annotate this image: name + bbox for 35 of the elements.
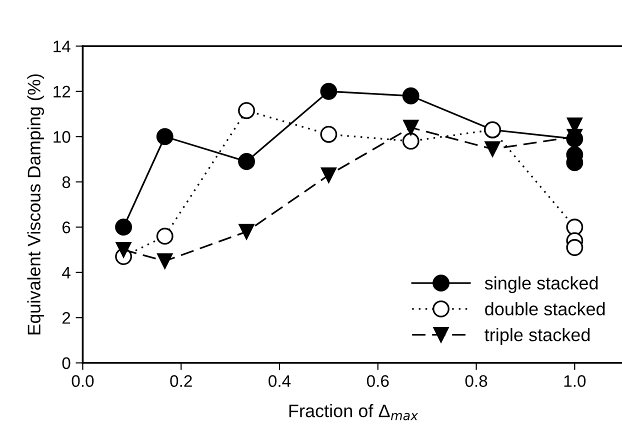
- point: [402, 87, 420, 104]
- point: [115, 218, 132, 236]
- y-tick-label: 8: [62, 176, 70, 188]
- x-tick-label: 1.0: [564, 375, 586, 387]
- x-tick-label: 0.8: [465, 375, 488, 387]
- y-tick-label: 4: [62, 266, 70, 278]
- point: [402, 132, 420, 150]
- point: [320, 167, 336, 183]
- point: [320, 82, 338, 100]
- point: [403, 120, 419, 136]
- y-tick-label: 12: [54, 86, 70, 98]
- point: [157, 253, 173, 269]
- point: [156, 228, 174, 245]
- legend-label: triple stacked: [484, 328, 590, 345]
- y-axis-title: Equivalent Viscous Damping (%): [27, 74, 44, 334]
- x-tick-label: 0.6: [366, 375, 389, 387]
- x-tick-label: 0.2: [170, 375, 192, 387]
- point: [238, 224, 254, 240]
- legend-label: double stacked: [485, 302, 605, 316]
- y-tick-label: 10: [54, 131, 70, 143]
- point: [156, 128, 174, 146]
- x-tick-label: 0.4: [268, 375, 291, 387]
- point: [320, 126, 338, 143]
- point: [484, 141, 500, 157]
- y-tick-label: 0: [62, 357, 70, 370]
- y-tick-label: 2: [62, 312, 70, 324]
- point: [116, 242, 132, 258]
- x-axis-title: Fraction of Δ$_{max}$: [289, 404, 418, 420]
- x-tick-label: 0.0: [72, 375, 94, 387]
- point: [566, 239, 584, 256]
- point: [238, 153, 256, 170]
- y-tick-label: 6: [62, 222, 70, 234]
- y-tick-label: 14: [54, 40, 70, 52]
- point: [238, 102, 256, 120]
- legend-label: single stacked: [484, 276, 598, 294]
